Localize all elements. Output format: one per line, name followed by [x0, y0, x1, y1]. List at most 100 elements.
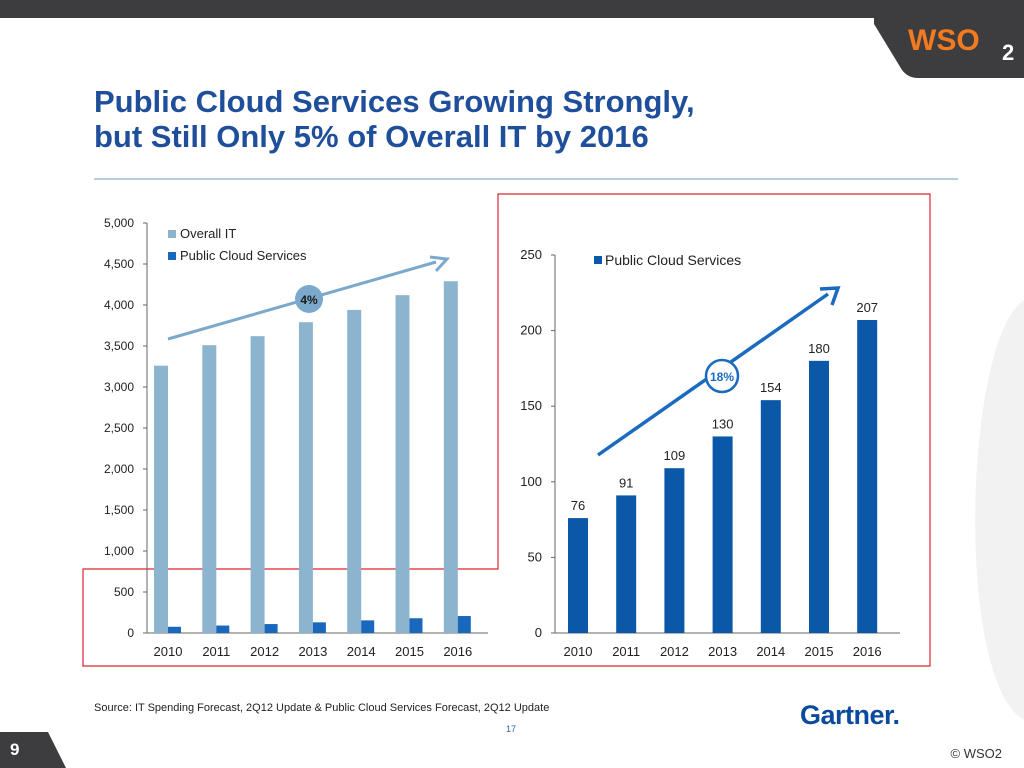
left-x-tick-label: 2016 — [443, 644, 472, 659]
left-y-axis: 0 500 1,000 1,500 2,000 2,500 3,000 3,500 4,000 4… — [104, 216, 488, 640]
left-y-tick-label: 1,000 — [104, 544, 134, 558]
right-bar-public-cloud — [616, 495, 637, 633]
left-bar-public-cloud — [168, 626, 181, 633]
left-bar-public-cloud — [457, 616, 471, 633]
left-bar-overall-it — [202, 345, 217, 633]
right-bar-public-cloud — [664, 468, 685, 633]
gartner-logo-text: Gartner — [800, 700, 893, 730]
right-x-tick-label: 2012 — [660, 644, 689, 659]
right-x-axis: 2010 2011 2012 2013 2014 2015 2016 — [564, 644, 882, 659]
left-x-tick-label: 2011 — [202, 644, 230, 659]
growth-badge-left-label: 4% — [300, 293, 318, 307]
legend-swatch-public-cloud — [168, 252, 176, 260]
legend-label-overall-it: Overall IT — [180, 226, 236, 241]
left-x-tick-label: 2015 — [395, 644, 424, 659]
wso2-logo-text: WSO — [908, 24, 980, 57]
left-bar-public-cloud — [312, 622, 326, 633]
left-bar-overall-it — [250, 336, 265, 633]
legend-swatch-public-cloud-right — [594, 256, 602, 264]
footer-bar — [0, 732, 66, 768]
left-y-tick-label: 2,500 — [104, 421, 134, 435]
right-bar-data-label: 109 — [664, 448, 686, 463]
right-bars: 76 91 109 130 154 180 207 — [568, 300, 878, 633]
right-x-tick-label: 2011 — [612, 644, 640, 659]
left-x-tick-label: 2014 — [347, 644, 376, 659]
left-bar-public-cloud — [216, 625, 230, 633]
right-y-tick-label: 150 — [520, 398, 542, 413]
growth-arrow-left: 4% — [167, 255, 451, 341]
gartner-logo: Gartner. — [800, 700, 900, 731]
right-bar-data-label: 154 — [760, 380, 782, 395]
left-x-tick-label: 2013 — [298, 644, 327, 659]
right-bar-data-label: 130 — [712, 416, 734, 431]
source-note: Source: IT Spending Forecast, 2Q12 Updat… — [94, 702, 550, 714]
right-x-tick-label: 2015 — [805, 644, 834, 659]
left-bar-public-cloud — [264, 624, 278, 633]
overall-it-chart: 0 500 1,000 1,500 2,000 2,500 3,000 3,500 4,000 4… — [104, 216, 488, 659]
left-y-tick-label: 500 — [114, 585, 134, 599]
gartner-logo-dot: . — [892, 700, 901, 730]
left-y-tick-label: 2,000 — [104, 462, 134, 476]
right-x-tick-label: 2016 — [853, 644, 882, 659]
left-x-axis: 2010 2011 2012 2013 2014 2015 2016 — [154, 644, 473, 659]
slide-title: Public Cloud Services Growing Strongly, … — [94, 84, 695, 154]
public-cloud-chart: 0 50 100 150 200 250 76 91 109 130 154 180 207 2010… — [520, 247, 900, 659]
legend-label-public-cloud: Public Cloud Services — [180, 248, 307, 263]
page-number: 9 — [10, 740, 20, 759]
left-y-tick-label: 3,500 — [104, 339, 134, 353]
title-divider — [94, 178, 958, 180]
left-y-tick-label: 5,000 — [104, 216, 134, 230]
right-x-tick-label: 2013 — [708, 644, 737, 659]
right-legend: Public Cloud Services — [594, 252, 741, 268]
right-y-tick-label: 200 — [520, 323, 542, 338]
background-watermark — [975, 300, 1024, 720]
left-bar-overall-it — [395, 295, 410, 633]
left-y-tick-label: 4,500 — [104, 257, 134, 271]
right-bar-public-cloud — [760, 400, 781, 633]
left-legend: Overall IT Public Cloud Services — [168, 226, 307, 263]
wso2-logo-subscript: 2 — [1002, 40, 1014, 65]
legend-swatch-overall-it — [168, 230, 176, 238]
left-bar-overall-it — [298, 322, 313, 633]
right-y-tick-label: 50 — [528, 549, 542, 564]
growth-arrow-left-head — [429, 255, 451, 273]
right-y-tick-label: 250 — [520, 247, 542, 262]
slide-title-line1: Public Cloud Services Growing Strongly, — [94, 84, 695, 119]
copyright: © WSO2 — [950, 746, 1002, 761]
growth-arrow-right: 18% — [596, 286, 841, 457]
right-bar-data-label: 180 — [808, 341, 830, 356]
growth-badge-left — [295, 285, 323, 313]
left-y-tick-label: 3,000 — [104, 380, 134, 394]
right-y-tick-label: 0 — [535, 625, 542, 640]
legend-label-public-cloud-right: Public Cloud Services — [605, 252, 741, 268]
growth-badge-right-label: 18% — [710, 370, 734, 384]
top-bar — [0, 0, 1024, 18]
growth-badge-right — [704, 358, 740, 394]
inner-slide-number: 17 — [506, 724, 517, 734]
right-y-tick-label: 100 — [520, 474, 542, 489]
left-x-tick-label: 2012 — [250, 644, 279, 659]
right-bar-data-label: 91 — [619, 475, 633, 490]
left-y-tick-label: 0 — [127, 626, 134, 640]
right-bar-public-cloud — [712, 436, 733, 633]
right-bar-public-cloud — [568, 518, 588, 633]
left-bar-overall-it — [443, 281, 458, 633]
right-x-tick-label: 2010 — [564, 644, 593, 659]
left-bar-overall-it — [347, 309, 362, 633]
left-bars — [154, 281, 471, 633]
right-x-tick-label: 2014 — [756, 644, 785, 659]
left-bar-public-cloud — [361, 620, 375, 633]
left-x-tick-label: 2010 — [154, 644, 183, 659]
slide-title-line2: but Still Only 5% of Overall IT by 2016 — [94, 119, 649, 154]
right-bar-public-cloud — [809, 360, 829, 633]
left-y-tick-label: 4,000 — [104, 298, 134, 312]
growth-arrow-right-head — [819, 286, 841, 306]
highlight-outline — [82, 193, 931, 667]
left-bar-overall-it — [154, 365, 168, 633]
wso2-logo-tab: WSO 2 — [874, 0, 1024, 78]
right-bar-public-cloud — [857, 320, 878, 633]
right-bar-data-label: 76 — [571, 498, 585, 513]
left-y-tick-label: 1,500 — [104, 503, 134, 517]
right-bar-data-label: 207 — [856, 300, 878, 315]
